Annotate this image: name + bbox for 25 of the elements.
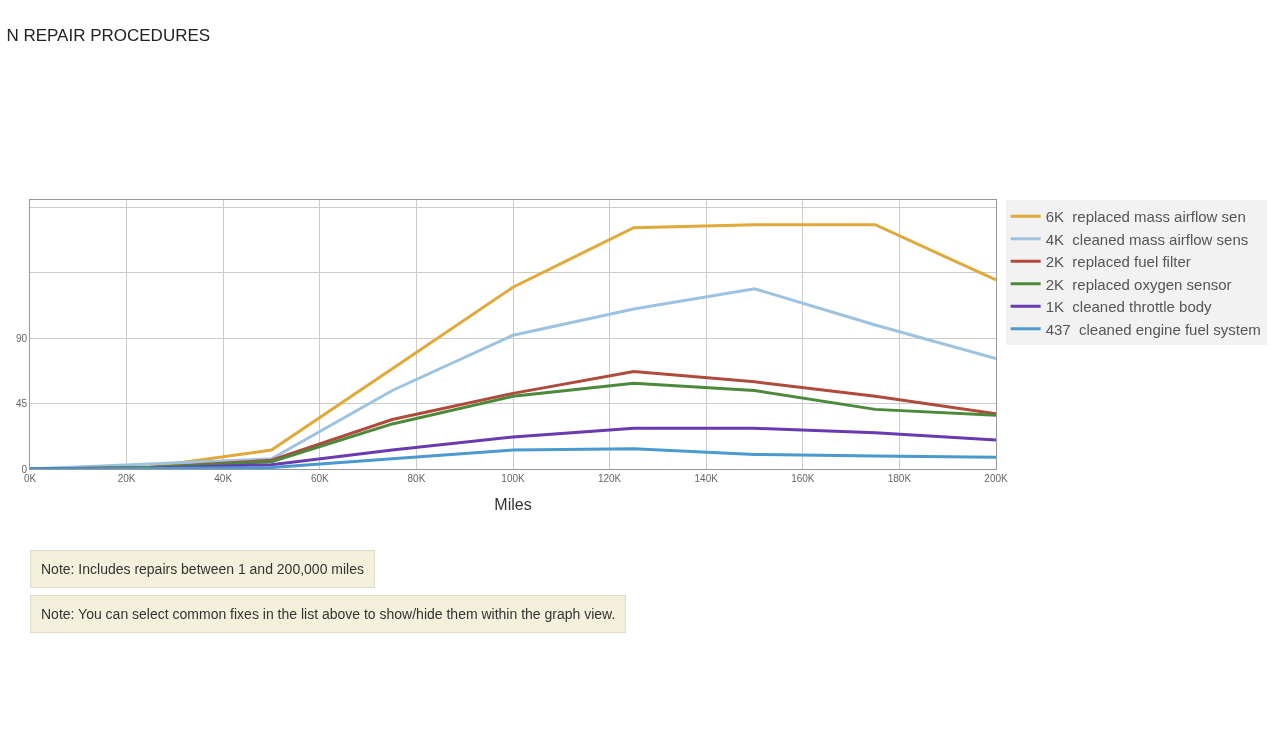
legend-label: 437 cleaned engine fuel system [1045,320,1261,338]
x-tick-label: 20K [117,473,136,484]
text: Note: You can select common fixes in the list above to show/hide them within the graph view. [41,606,616,622]
x-tick-label: 160K [791,473,815,484]
x-tick-label: 80K [407,473,426,484]
legend-label: 2K replaced oxygen sensor [1045,275,1232,293]
line-series [30,447,996,469]
x-tick-label: 120K [597,473,622,484]
y-tick-label: 90 [15,332,28,344]
x-tick-label: 200K [984,473,1008,484]
x-tick-label: 180K [887,473,912,484]
legend-label: 6K replaced mass airflow sen [1045,208,1246,226]
x-tick-label: 100K [501,473,525,484]
legend-label: 2K replaced fuel filter [1045,253,1191,271]
x-tick-label: 40K [214,473,233,484]
x-tick-label: 60K [310,473,330,484]
y-tick-label: 0 [21,463,28,475]
y-tick-label: 45 [15,398,28,410]
text: Note: Includes repairs between 1 and 200,000 miles [41,561,364,577]
chart-title: N REPAIR PROCEDURES [6,26,211,46]
legend-label: 1K cleaned throttle body [1045,298,1213,316]
x-tick-label: 140K [694,473,719,484]
x-tick-label: 0K [23,473,37,484]
legend-label: 4K cleaned mass airflow sens [1045,230,1249,248]
x-axis-title: Miles [494,495,532,513]
